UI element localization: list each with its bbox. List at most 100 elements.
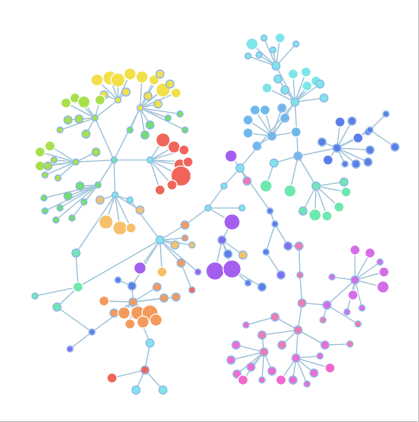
graph-node-orange[interactable] — [109, 308, 119, 318]
graph-node-red[interactable] — [155, 132, 171, 148]
graph-node-blue[interactable] — [351, 159, 361, 169]
graph-node-cyan[interactable] — [245, 37, 259, 51]
graph-node-pink[interactable] — [242, 176, 252, 186]
graph-node-red[interactable] — [178, 144, 190, 156]
graph-node-cyan[interactable] — [235, 163, 245, 173]
graph-node-cyan[interactable] — [158, 385, 168, 395]
graph-node-magenta[interactable] — [232, 369, 242, 379]
graph-node-orange[interactable] — [149, 313, 163, 327]
graph-node-orange[interactable] — [176, 258, 186, 268]
graph-node-purple[interactable] — [205, 261, 225, 281]
graph-node-amber[interactable] — [188, 241, 196, 249]
graph-node-magenta[interactable] — [309, 368, 319, 378]
graph-node-blue[interactable] — [334, 116, 346, 128]
graph-node-mint[interactable] — [340, 186, 352, 198]
graph-node-blue[interactable] — [382, 110, 390, 118]
graph-node-magenta[interactable] — [237, 374, 249, 386]
graph-node-blue[interactable] — [322, 154, 334, 166]
graph-node-mint[interactable] — [72, 281, 84, 293]
graph-node-orange[interactable] — [124, 318, 136, 330]
graph-node-yellow[interactable] — [121, 87, 131, 97]
graph-node-blue[interactable] — [347, 116, 357, 126]
graph-node-violet[interactable] — [343, 308, 351, 316]
graph-node-lime[interactable] — [56, 126, 64, 134]
graph-node-lime[interactable] — [63, 115, 73, 125]
graph-node-red[interactable] — [170, 165, 192, 187]
graph-node-cyan[interactable] — [271, 61, 281, 71]
graph-node-green[interactable] — [68, 214, 76, 222]
graph-node-amber[interactable] — [135, 205, 145, 215]
graph-node-blue[interactable] — [127, 281, 137, 291]
graph-node-indigo[interactable] — [276, 270, 286, 280]
graph-node-green[interactable] — [94, 181, 102, 189]
graph-node-red[interactable] — [167, 140, 181, 154]
graph-node-lime[interactable] — [91, 147, 101, 157]
graph-node-blue[interactable] — [88, 328, 96, 336]
graph-node-mint[interactable] — [311, 181, 321, 191]
graph-node-lime[interactable] — [41, 171, 49, 179]
graph-node-violet[interactable] — [378, 266, 390, 278]
graph-node-blue[interactable] — [223, 249, 233, 259]
graph-node-cyan[interactable] — [290, 97, 300, 107]
graph-node-magenta[interactable] — [291, 353, 301, 363]
graph-node-yellow[interactable] — [90, 73, 104, 87]
graph-node-cyan[interactable] — [255, 51, 263, 59]
graph-node-blue[interactable] — [390, 142, 400, 152]
graph-node-violet[interactable] — [376, 280, 390, 294]
graph-node-cyan[interactable] — [315, 79, 325, 89]
graph-node-sky[interactable] — [259, 104, 271, 116]
graph-node-sky[interactable] — [293, 151, 303, 161]
graph-node-cyan[interactable] — [244, 52, 252, 60]
graph-node-blue[interactable] — [244, 279, 252, 287]
graph-node-yellow[interactable] — [165, 79, 175, 89]
graph-node-yellow[interactable] — [114, 96, 122, 104]
graph-node-magenta[interactable] — [303, 380, 311, 388]
graph-node-cyan[interactable] — [287, 68, 299, 80]
graph-node-amber[interactable] — [238, 250, 248, 260]
graph-node-pink[interactable] — [277, 340, 287, 350]
graph-node-blue[interactable] — [114, 276, 122, 284]
graph-node-violet[interactable] — [350, 275, 360, 285]
graph-node-magenta[interactable] — [316, 352, 324, 360]
graph-node-orange[interactable] — [159, 293, 169, 303]
graph-node-green[interactable] — [40, 194, 48, 202]
graph-node-indigo[interactable] — [66, 345, 74, 353]
graph-node-violet[interactable] — [376, 258, 384, 266]
graph-node-lime[interactable] — [74, 114, 84, 124]
graph-node-green[interactable] — [52, 216, 60, 224]
graph-node-cyan[interactable] — [274, 32, 286, 44]
graph-node-orange[interactable] — [128, 297, 138, 307]
graph-node-lime[interactable] — [54, 174, 62, 182]
graph-node-magenta[interactable] — [324, 362, 336, 374]
graph-node-blue[interactable] — [257, 282, 267, 292]
graph-node-amber[interactable] — [112, 220, 128, 236]
graph-node-mint[interactable] — [71, 248, 81, 258]
graph-node-indigo[interactable] — [217, 235, 227, 245]
graph-node-blue[interactable] — [365, 145, 375, 155]
graph-node-yellow[interactable] — [170, 87, 182, 99]
graph-node-mint[interactable] — [333, 201, 345, 213]
graph-node-magenta[interactable] — [275, 374, 287, 386]
graph-node-green[interactable] — [140, 130, 150, 140]
graph-node-orange[interactable] — [117, 306, 131, 320]
graph-node-orange[interactable] — [181, 234, 189, 242]
graph-node-sky[interactable] — [277, 103, 287, 113]
graph-node-magenta[interactable] — [288, 375, 298, 385]
graph-node-magenta[interactable] — [320, 340, 330, 350]
graph-node-violet[interactable] — [328, 273, 336, 281]
graph-node-blue[interactable] — [266, 207, 274, 215]
graph-node-lime[interactable] — [77, 95, 91, 109]
graph-node-indigo[interactable] — [283, 241, 293, 251]
graph-node-pink[interactable] — [296, 271, 304, 279]
graph-node-sky[interactable] — [252, 141, 262, 151]
graph-node-violet[interactable] — [349, 244, 361, 256]
graph-node-pink[interactable] — [346, 340, 354, 348]
graph-node-violet[interactable] — [322, 300, 332, 310]
graph-node-red[interactable] — [166, 179, 178, 191]
graph-node-cyan[interactable] — [319, 93, 329, 103]
graph-node-mint[interactable] — [298, 206, 308, 216]
graph-node-yellow[interactable] — [153, 99, 163, 109]
graph-node-yellow[interactable] — [136, 104, 144, 112]
graph-node-blue[interactable] — [352, 132, 364, 144]
